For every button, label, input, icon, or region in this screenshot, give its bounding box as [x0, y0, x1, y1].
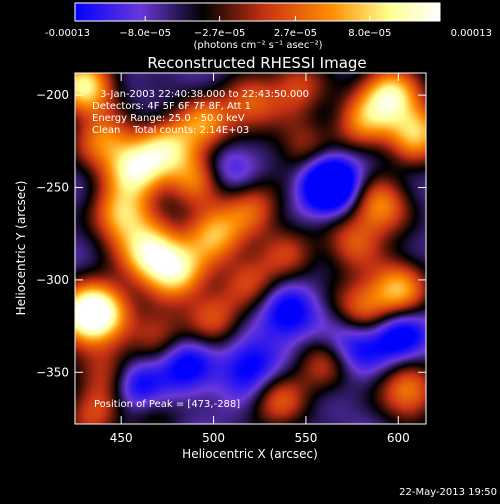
colorbar-tick-label: 2.7e−05 — [274, 28, 317, 39]
x-axis-label: Heliocentric X (arcsec) — [182, 447, 318, 461]
colorbar-tick-label: −2.7e−05 — [194, 28, 246, 39]
x-tick-label: 500 — [202, 431, 225, 445]
plot-frame — [74, 72, 427, 425]
heatmap-image-wrap — [75, 73, 426, 424]
colorbar-tick-label: -0.00013 — [45, 28, 90, 39]
axis-ticks: 450 500 550 600 −200 −250 −300 −350 — [36, 73, 426, 445]
chart-title: Reconstructed RHESSI Image — [147, 54, 366, 72]
y-tick-label: −250 — [36, 181, 69, 195]
y-tick-label: −300 — [36, 273, 69, 287]
colorbar-ticks: -0.00013 −8.0e−05 −2.7e−05 2.7e−05 8.0e−05 0.… — [45, 16, 492, 39]
y-tick-label: −350 — [36, 365, 69, 379]
colorbar — [74, 2, 441, 22]
colorbar-tick-label: 0.00013 — [451, 28, 492, 39]
x-tick-label: 600 — [387, 431, 410, 445]
annotation-detectors: Detectors: 4F 5F 6F 7F 8F, Att 1 — [92, 101, 251, 112]
x-tick-label: 450 — [110, 431, 133, 445]
footer-date: 22-May-2013 19:50 — [399, 487, 497, 498]
heatmap-image — [75, 73, 426, 424]
annotation-energy: Energy Range: 25.0 - 50.0 keV — [92, 113, 245, 124]
colorbar-tick-label: −8.0e−05 — [119, 28, 171, 39]
annotation-time: 3-Jan-2003 22:40:38.000 to 22:43:50.000 — [100, 89, 309, 100]
annotation-clean: Clean Total counts: 2.14E+03 — [92, 125, 249, 136]
colorbar-unit-label: (photons cm⁻² s⁻¹ asec⁻²) — [193, 40, 322, 51]
colorbar-tick-label: 8.0e−05 — [348, 28, 391, 39]
peak-position-label: Position of Peak = [473,-288] — [94, 399, 240, 410]
y-axis-label: Heliocentric Y (arcsec) — [14, 181, 28, 316]
y-tick-label: −200 — [36, 88, 69, 102]
annotation-block: 3-Jan-2003 22:40:38.000 to 22:43:50.000 … — [92, 89, 309, 136]
x-tick-label: 550 — [294, 431, 317, 445]
